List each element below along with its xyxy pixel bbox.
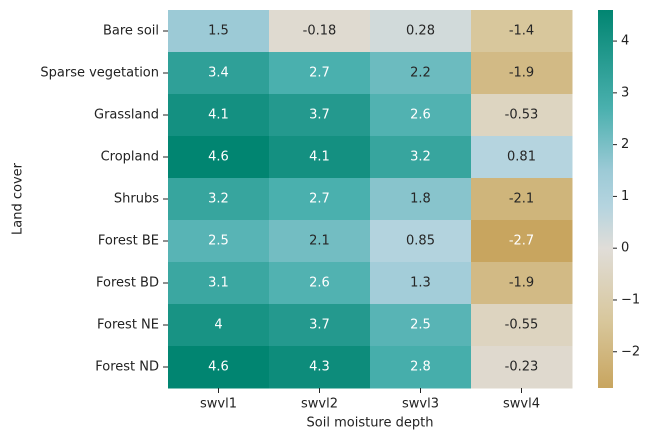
heatmap-cell bbox=[168, 178, 270, 221]
y-tick-label: Grassland bbox=[94, 108, 159, 123]
cell-label: 4.6 bbox=[208, 360, 229, 375]
y-tick-label: Forest ND bbox=[95, 360, 159, 375]
cell-label: 4.6 bbox=[208, 150, 229, 165]
cell-label: 2.5 bbox=[208, 234, 229, 249]
cell-label: -0.53 bbox=[505, 108, 539, 123]
heatmap-cell bbox=[168, 136, 270, 179]
cell-label: 0.28 bbox=[406, 24, 435, 39]
cell-label: -0.55 bbox=[505, 318, 539, 333]
cell-label: 0.81 bbox=[507, 150, 536, 165]
heatmap-cell bbox=[370, 178, 472, 221]
cell-label: 1.5 bbox=[208, 24, 229, 39]
heatmap-cell bbox=[471, 220, 573, 263]
heatmap-cell bbox=[471, 178, 573, 221]
cell-label: 3.7 bbox=[309, 108, 330, 123]
y-tick-label: Forest NE bbox=[97, 318, 159, 333]
cell-label: 4.3 bbox=[309, 360, 330, 375]
x-tick-label: swvl3 bbox=[402, 397, 439, 412]
colorbar-tick-label: −2 bbox=[621, 344, 640, 359]
colorbar-tick-label: −1 bbox=[621, 292, 640, 307]
cell-label: 2.6 bbox=[410, 108, 431, 123]
colorbar bbox=[598, 10, 613, 388]
cell-label: 2.8 bbox=[410, 360, 431, 375]
colorbar-tick-label: 2 bbox=[621, 137, 629, 152]
heatmap-cell bbox=[370, 220, 472, 263]
y-tick-label: Bare soil bbox=[103, 24, 159, 39]
cell-label: 1.3 bbox=[410, 276, 431, 291]
y-tick-label: Forest BE bbox=[98, 234, 159, 249]
heatmap-cell bbox=[471, 304, 573, 347]
heatmap-cell bbox=[370, 346, 472, 389]
colorbar-tick-label: 1 bbox=[621, 189, 629, 204]
heatmap-cell bbox=[168, 220, 270, 263]
cell-label: 0.85 bbox=[406, 234, 435, 249]
heatmap-cell bbox=[471, 94, 573, 137]
y-tick-label: Shrubs bbox=[114, 192, 159, 207]
x-tick-label: swvl2 bbox=[301, 397, 338, 412]
cell-label: 4.1 bbox=[309, 150, 330, 165]
heatmap-cell bbox=[269, 220, 371, 263]
heatmap-cell bbox=[471, 52, 573, 95]
cell-label: 4 bbox=[214, 318, 222, 333]
heatmap-cell bbox=[471, 136, 573, 179]
cell-label: -1.9 bbox=[509, 276, 534, 291]
cell-label: -0.18 bbox=[303, 24, 337, 39]
heatmap-cell bbox=[168, 94, 270, 137]
heatmap-cell bbox=[269, 178, 371, 221]
y-tick-label: Forest BD bbox=[96, 276, 159, 291]
colorbar-tick-label: 3 bbox=[621, 85, 629, 100]
heatmap-cell bbox=[370, 94, 472, 137]
cell-label: 2.5 bbox=[410, 318, 431, 333]
cell-label: -2.7 bbox=[509, 234, 534, 249]
heatmap-cell bbox=[370, 262, 472, 305]
y-tick-label: Cropland bbox=[101, 150, 159, 165]
heatmap-cell bbox=[370, 304, 472, 347]
x-tick-label: swvl4 bbox=[503, 397, 540, 412]
cell-label: 2.1 bbox=[309, 234, 330, 249]
heatmap-cell bbox=[269, 94, 371, 137]
cell-label: 1.8 bbox=[410, 192, 431, 207]
x-tick-label: swvl1 bbox=[200, 397, 237, 412]
heatmap-cell bbox=[471, 10, 573, 53]
heatmap-cell bbox=[370, 10, 472, 53]
heatmap-cell bbox=[168, 52, 270, 95]
cell-label: -0.23 bbox=[505, 360, 539, 375]
heatmap-cell bbox=[168, 10, 270, 53]
colorbar-tick-label: 4 bbox=[621, 34, 629, 49]
cell-label: -1.4 bbox=[509, 24, 534, 39]
colorbar-tick-label: 0 bbox=[621, 241, 629, 256]
heatmap-cell bbox=[168, 304, 270, 347]
heatmap-cell bbox=[471, 346, 573, 389]
cell-label: 2.6 bbox=[309, 276, 330, 291]
heatmap-cell bbox=[269, 10, 371, 53]
heatmap-cell bbox=[269, 136, 371, 179]
cell-label: 4.1 bbox=[208, 108, 229, 123]
cell-label: -1.9 bbox=[509, 66, 534, 81]
cell-label: 3.2 bbox=[208, 192, 229, 207]
y-tick-label: Sparse vegetation bbox=[40, 66, 159, 81]
heatmap-cell bbox=[269, 304, 371, 347]
y-axis-label: Land cover bbox=[11, 162, 26, 235]
heatmap-cell bbox=[370, 136, 472, 179]
x-axis-label: Soil moisture depth bbox=[307, 416, 434, 431]
heatmap-cell bbox=[269, 52, 371, 95]
cell-label: 3.4 bbox=[208, 66, 229, 81]
heatmap-cell bbox=[168, 346, 270, 389]
cell-label: 3.7 bbox=[309, 318, 330, 333]
heatmap-cell bbox=[370, 52, 472, 95]
cell-label: 2.2 bbox=[410, 66, 431, 81]
cell-label: 2.7 bbox=[309, 66, 330, 81]
heatmap-cell bbox=[269, 262, 371, 305]
heatmap-cell bbox=[168, 262, 270, 305]
heatmap-cell bbox=[269, 346, 371, 389]
heatmap-cell bbox=[471, 262, 573, 305]
cell-label: 3.1 bbox=[208, 276, 229, 291]
cell-label: -2.1 bbox=[509, 192, 534, 207]
cell-label: 3.2 bbox=[410, 150, 431, 165]
cell-label: 2.7 bbox=[309, 192, 330, 207]
